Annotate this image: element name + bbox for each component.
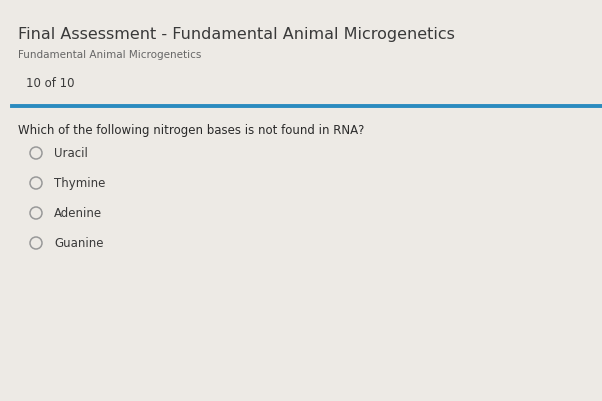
Text: Fundamental Animal Microgenetics: Fundamental Animal Microgenetics	[18, 50, 202, 60]
Text: 10 of 10: 10 of 10	[26, 77, 75, 90]
Text: Which of the following nitrogen bases is not found in RNA?: Which of the following nitrogen bases is…	[18, 124, 364, 137]
Text: Final Assessment - Fundamental Animal Microgenetics: Final Assessment - Fundamental Animal Mi…	[18, 27, 455, 42]
Text: Uracil: Uracil	[54, 147, 88, 160]
Text: Guanine: Guanine	[54, 237, 104, 250]
Text: Thymine: Thymine	[54, 177, 105, 190]
Text: Adenine: Adenine	[54, 207, 102, 220]
